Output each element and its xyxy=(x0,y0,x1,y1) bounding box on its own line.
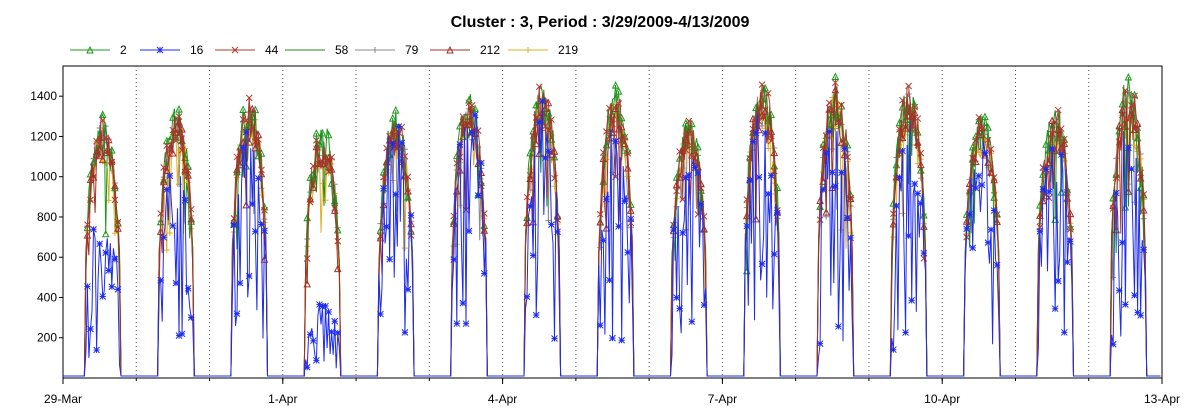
legend-label: 58 xyxy=(335,43,349,57)
y-tick-label: 800 xyxy=(37,210,57,224)
legend-entry-58: 58 xyxy=(285,43,349,57)
legend-label: 2 xyxy=(120,43,127,57)
y-tick-label: 400 xyxy=(37,290,57,304)
legend-label: 212 xyxy=(480,43,500,57)
series-markers-16 xyxy=(84,97,1148,371)
series-16 xyxy=(63,97,1161,377)
x-tick-label: 7-Apr xyxy=(708,392,737,406)
x-tick-label: 4-Apr xyxy=(488,392,517,406)
x-tick-label: 29-Mar xyxy=(44,392,82,406)
y-tick-label: 1400 xyxy=(30,89,57,103)
legend-label: 79 xyxy=(405,43,419,57)
y-tick-label: 600 xyxy=(37,250,57,264)
y-tick-label: 200 xyxy=(37,331,57,345)
legend-entry-16: 16 xyxy=(140,43,204,57)
y-tick-label: 1000 xyxy=(30,170,57,184)
legend-entry-212: 212 xyxy=(430,43,500,57)
x-tick-label: 1-Apr xyxy=(268,392,297,406)
legend-label: 44 xyxy=(265,43,279,57)
series-line-212 xyxy=(63,89,1161,377)
x-tick-label: 13-Apr xyxy=(1144,392,1180,406)
x-tick-label: 10-Apr xyxy=(924,392,960,406)
legend-entry-79: 79 xyxy=(355,43,419,57)
legend-entry-44: 44 xyxy=(215,43,279,57)
chart-title: Cluster : 3, Period : 3/29/2009-4/13/200… xyxy=(451,14,750,31)
legend: 2 16 44 58 79 212 219 xyxy=(70,43,578,57)
y-tick-label: 1200 xyxy=(30,129,57,143)
legend-entry-2: 2 xyxy=(70,43,127,57)
series-layer xyxy=(63,72,1161,377)
legend-label: 16 xyxy=(190,43,204,57)
grid-lines xyxy=(135,66,1090,378)
legend-label: 219 xyxy=(558,43,578,57)
legend-entry-219: 219 xyxy=(508,43,578,57)
y-axis: 200 400 600 800 1000 1200 1400 xyxy=(30,89,63,345)
x-axis: 29-Mar 1-Apr 4-Apr 7-Apr 10-Apr 13-Apr xyxy=(44,378,1180,406)
plot-frame xyxy=(62,65,1163,379)
